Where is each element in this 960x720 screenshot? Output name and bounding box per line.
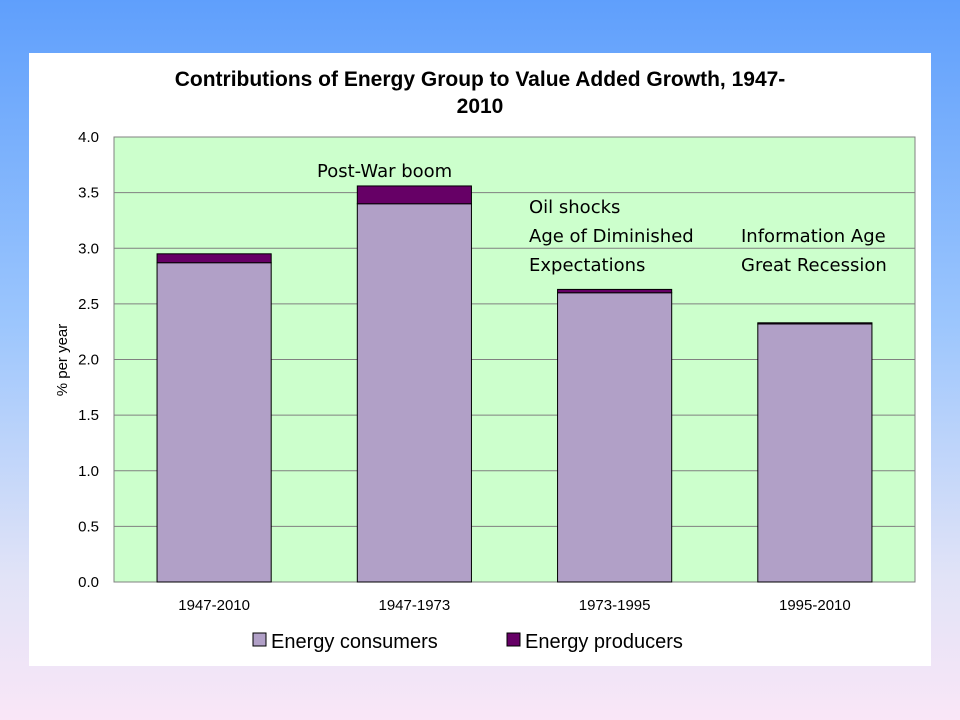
legend-label-energy-producers: Energy producers	[525, 631, 683, 653]
annotation-information-age: Information Age Great Recession	[741, 226, 887, 276]
chart-title-line-2: 2010	[457, 95, 504, 118]
annotation-line: Great Recession	[741, 255, 887, 276]
y-axis-label: % per year	[54, 324, 71, 397]
annotation-line: Expectations	[529, 255, 645, 276]
bar-energy-producers-1995-2010	[757, 322, 873, 325]
bar-energy-producers-1973-1995	[557, 288, 673, 294]
y-tick-label: 0.0	[78, 574, 99, 591]
y-tick-label: 2.5	[78, 296, 99, 313]
x-category-label: 1947-1973	[379, 597, 451, 614]
annotation-oil-shocks: Oil shocks Age of Diminished Expectation…	[529, 197, 694, 276]
y-tick-label: 4.0	[78, 129, 99, 146]
y-tick-label: 3.5	[78, 185, 99, 202]
y-tick-label: 2.0	[78, 352, 99, 369]
bar-energy-consumers-1947-1973	[356, 203, 472, 583]
bar-energy-producers-1947-1973	[356, 185, 472, 205]
annotation-line: Information Age	[741, 226, 886, 247]
bar-energy-consumers-1973-1995	[557, 292, 673, 583]
legend: Energy consumers Energy producers	[252, 631, 683, 653]
y-tick-label: 0.5	[78, 518, 99, 535]
legend-label-energy-consumers: Energy consumers	[271, 631, 438, 653]
y-tick-label: 3.0	[78, 240, 99, 257]
x-category-label: 1947-2010	[178, 597, 250, 614]
chart-title-line-1: Contributions of Energy Group to Value A…	[175, 68, 786, 91]
bar-chart: Contributions of Energy Group to Value A…	[54, 68, 916, 653]
bar-energy-producers-1947-2010	[156, 253, 272, 264]
bar-energy-consumers-1995-2010	[757, 323, 873, 583]
bars	[156, 185, 873, 583]
y-tick-label: 1.0	[78, 463, 99, 480]
y-axis-ticks: 0.0 0.5 1.0 1.5 2.0 2.5 3.0 3.5 4.0	[78, 129, 99, 591]
annotation-post-war: Post-War boom	[317, 161, 452, 182]
bar-energy-consumers-1947-2010	[156, 262, 272, 583]
legend-swatch-energy-consumers	[252, 632, 267, 647]
annotation-line: Oil shocks	[529, 197, 620, 218]
chart-panel: Contributions of Energy Group to Value A…	[29, 53, 931, 666]
annotation-line: Age of Diminished	[529, 226, 694, 247]
y-tick-label: 1.5	[78, 407, 99, 424]
legend-swatch-energy-producers	[506, 632, 521, 647]
annotation-line: Post-War boom	[317, 161, 452, 182]
x-axis-categories: 1947-2010 1947-1973 1973-1995 1995-2010	[178, 597, 850, 614]
x-category-label: 1973-1995	[579, 597, 651, 614]
x-category-label: 1995-2010	[779, 597, 851, 614]
